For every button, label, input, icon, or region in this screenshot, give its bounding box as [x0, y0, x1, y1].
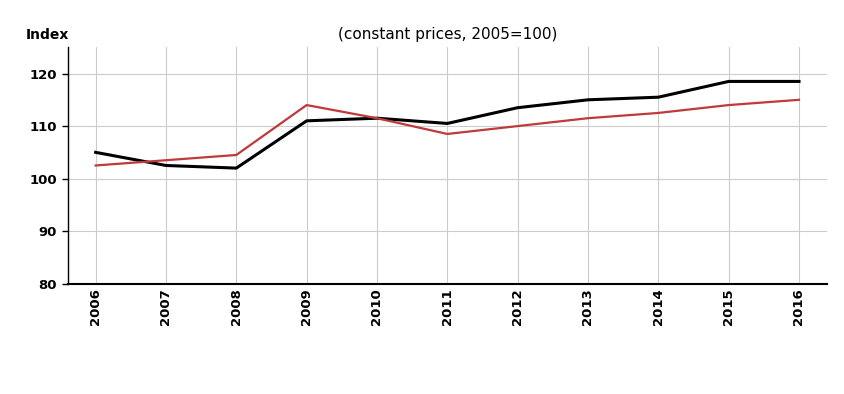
- Great Britain: [161, 163, 171, 168]
- Scotland: [723, 103, 733, 108]
- Great Britain: [653, 95, 663, 100]
- Scotland: [442, 132, 452, 136]
- Scotland: [512, 124, 522, 128]
- Line: Scotland: Scotland: [95, 100, 799, 165]
- Scotland: [794, 97, 804, 102]
- Great Britain: [723, 79, 733, 84]
- Great Britain: [301, 119, 311, 123]
- Title: (constant prices, 2005=100): (constant prices, 2005=100): [338, 27, 557, 42]
- Great Britain: [372, 116, 382, 121]
- Scotland: [583, 116, 593, 121]
- Great Britain: [231, 166, 241, 171]
- Scotland: [231, 152, 241, 157]
- Great Britain: [512, 105, 522, 110]
- Scotland: [90, 163, 100, 168]
- Great Britain: [583, 97, 593, 102]
- Great Britain: [442, 121, 452, 126]
- Scotland: [161, 158, 171, 163]
- Line: Great Britain: Great Britain: [95, 82, 799, 168]
- Scotland: [653, 111, 663, 115]
- Great Britain: [90, 150, 100, 155]
- Scotland: [301, 103, 311, 108]
- Scotland: [372, 116, 382, 121]
- Text: Index: Index: [25, 28, 69, 43]
- Great Britain: [794, 79, 804, 84]
